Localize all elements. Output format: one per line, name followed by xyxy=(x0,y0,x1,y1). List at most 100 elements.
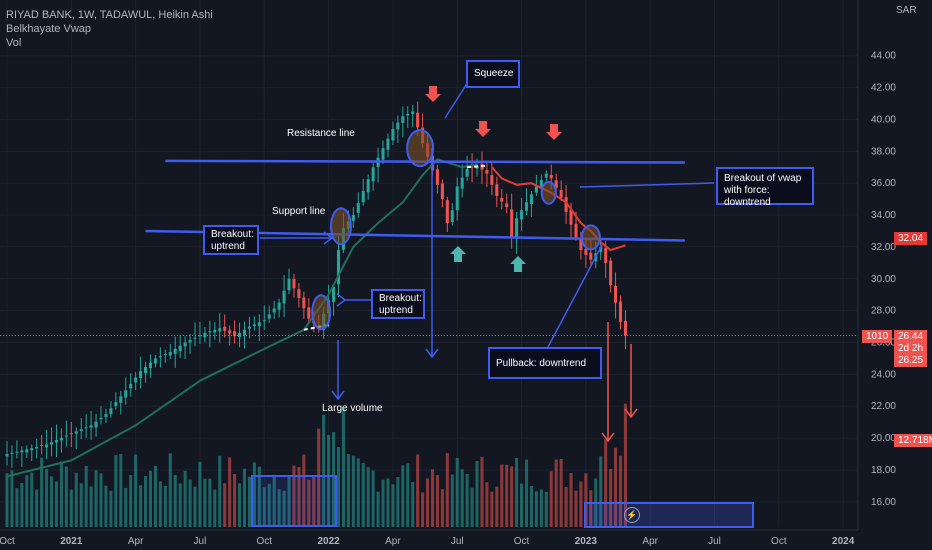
candle-body xyxy=(139,371,143,378)
volume-bar xyxy=(322,414,326,527)
volume-bar xyxy=(218,455,222,527)
candle-body xyxy=(307,307,311,319)
volume-bar xyxy=(188,479,192,527)
volume-bar xyxy=(544,491,548,527)
candle-body xyxy=(238,332,242,337)
red-target-arrowhead-2 xyxy=(624,408,638,419)
y-tick-label: 30.00 xyxy=(871,274,896,285)
lightning-icon[interactable]: ⚡ xyxy=(624,507,640,523)
volume-bar xyxy=(312,475,316,527)
candle-body xyxy=(440,183,444,200)
candle-body xyxy=(40,444,44,446)
volume-bar xyxy=(45,469,49,527)
candle-body xyxy=(163,354,167,356)
volume-bar xyxy=(574,490,578,527)
candle-body xyxy=(109,408,113,415)
volume-bar xyxy=(272,474,276,527)
y-tick-label: 34.00 xyxy=(871,210,896,221)
candle-body xyxy=(247,326,251,329)
candle-body xyxy=(49,442,54,445)
squeeze-connector xyxy=(444,81,469,119)
breakout-uptrend-1-line2: uptrend xyxy=(211,241,245,252)
candle-body xyxy=(35,446,39,449)
candle-body xyxy=(104,414,108,418)
volume-bar xyxy=(480,456,484,527)
squeeze-down-arrowhead xyxy=(425,348,439,359)
indicator-volume-label[interactable]: Vol xyxy=(6,37,22,49)
candle-body xyxy=(84,427,88,429)
volume-bar xyxy=(614,447,618,527)
volume-bar xyxy=(114,455,118,527)
volume-bar xyxy=(465,474,469,527)
candle-body xyxy=(59,437,63,441)
x-tick-label: Apr xyxy=(642,536,658,547)
volume-bar xyxy=(515,458,519,527)
candle-body xyxy=(460,177,464,189)
volume-bar xyxy=(20,483,24,527)
volume-down-arrowhead xyxy=(331,390,345,401)
volume-bar xyxy=(203,478,207,527)
breakout-uptrend-box-2: Breakout: uptrend xyxy=(371,289,425,319)
volume-bar xyxy=(490,491,494,527)
volume-bar xyxy=(238,483,242,527)
volume-bar xyxy=(520,483,524,527)
volume-bar xyxy=(500,464,504,527)
y-tick-label: 36.00 xyxy=(871,178,896,189)
volume-bar xyxy=(485,482,489,527)
x-tick-label: Apr xyxy=(385,536,401,547)
volume-bar xyxy=(579,481,583,527)
vwap-line-down xyxy=(491,166,626,252)
candle-body xyxy=(148,362,153,369)
volume-bar xyxy=(440,489,444,527)
volume-bar xyxy=(40,457,44,527)
candle-body xyxy=(614,286,618,303)
breakout-vwap-line2: with force: downtrend xyxy=(724,185,771,208)
volume-bar xyxy=(104,485,108,527)
volume-bar xyxy=(49,476,54,527)
candle-body xyxy=(292,278,296,289)
volume-bar xyxy=(153,465,157,527)
volume-bar xyxy=(332,432,336,527)
x-tick-label: 2023 xyxy=(575,536,598,547)
volume-bar xyxy=(455,457,459,527)
symbol-title[interactable]: RIYAD BANK, 1W, TADAWUL, Heikin Ashi xyxy=(6,9,213,21)
x-tick-label: Oct xyxy=(771,536,787,547)
y-tick-label: 20.00 xyxy=(871,433,896,444)
volume-bar xyxy=(148,470,153,527)
pullback-connector xyxy=(547,244,603,348)
red-target-arrowhead-1 xyxy=(601,432,615,443)
volume-bar xyxy=(54,481,59,527)
volume-bar xyxy=(223,483,227,527)
candle-body xyxy=(277,302,281,310)
candle-body xyxy=(549,174,553,179)
y-tick-label: 22.00 xyxy=(871,401,896,412)
sell-signal-arrow xyxy=(475,121,491,137)
volume-bar xyxy=(470,487,474,527)
y-tick-label: 38.00 xyxy=(871,146,896,157)
volume-bar xyxy=(421,492,425,527)
volume-bar xyxy=(242,468,247,527)
indicator-vwap-label[interactable]: Belkhayate Vwap xyxy=(6,23,91,35)
volume-bar xyxy=(302,454,306,527)
volume-bar xyxy=(15,488,19,527)
candle-body xyxy=(485,170,489,174)
volume-bar xyxy=(109,490,113,527)
volume-bar xyxy=(371,470,375,527)
volume-bar xyxy=(267,483,271,527)
candle-body xyxy=(450,210,454,222)
breakout-uptrend-box-1: Breakout: uptrend xyxy=(203,225,259,255)
volume-bar xyxy=(228,457,232,527)
candle-body xyxy=(267,314,271,319)
y-tick-label: 44.00 xyxy=(871,51,896,62)
volume-bar xyxy=(99,473,103,527)
volume-bar xyxy=(84,465,88,527)
support-line-label: Support line xyxy=(272,206,326,217)
volume-bar xyxy=(460,469,464,527)
candle-body xyxy=(69,433,73,435)
candle-body xyxy=(510,209,514,238)
volume-bar xyxy=(134,454,138,527)
volume-bar xyxy=(233,473,237,527)
y-tick-label: 42.00 xyxy=(871,83,896,94)
